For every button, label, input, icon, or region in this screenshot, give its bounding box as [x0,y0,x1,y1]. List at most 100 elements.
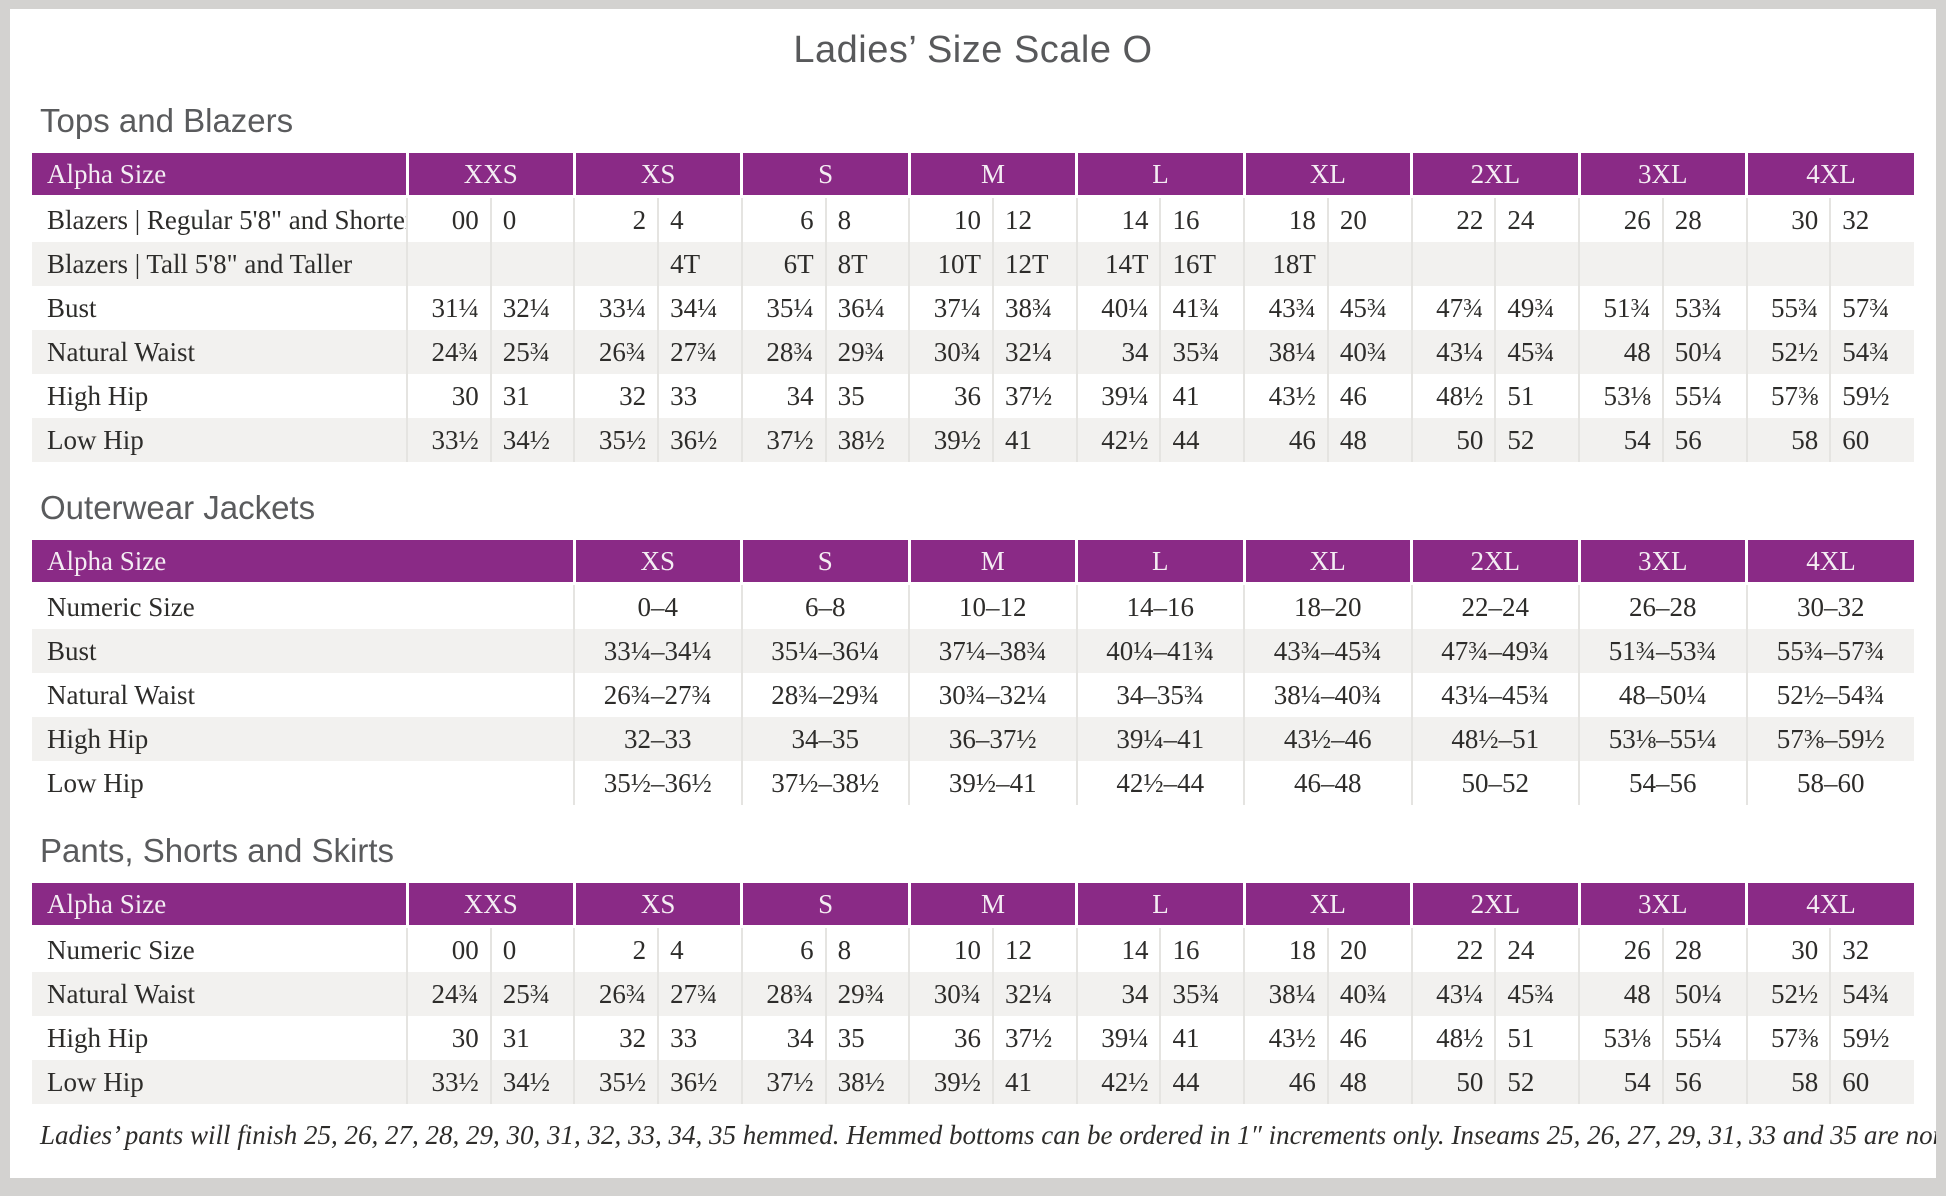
row-label: Bust [47,292,97,323]
size-cell: 16 [1159,926,1245,972]
table-row-low-hip: Low Hip 35½–36½ 37½–38½ 39½–41 42½–44 46–48 50… [32,761,1914,805]
size-cell [1829,242,1914,286]
row-label: High Hip [47,723,149,754]
size-cell: 43½ [1243,1016,1328,1060]
size-header-l: L [1075,540,1244,585]
size-cell: 39½–41 [908,761,1077,805]
size-table-tops-and-blazers: Alpha Size XXS XS S M L XL 2XL 3XL 4XL Blazers | R… [32,153,1914,462]
size-cell: 22 [1410,926,1496,972]
size-cell: 38¼ [1243,972,1328,1016]
size-header-4xl: 4XL [1745,540,1914,585]
size-cell: 33½ [406,1060,491,1104]
size-cell: 52½ [1745,972,1831,1016]
size-cell: 50–52 [1410,761,1579,805]
size-cell: 6T [740,242,826,286]
size-cell: 32–33 [573,717,742,761]
size-cell [1494,242,1580,286]
size-cell: 24¾ [406,330,491,374]
size-cell: 52½–54¾ [1745,673,1914,717]
table-row-high-hip: High Hip 30 31 32 33 34 35 36 37½ 39¼ 41 43½ 46 48½ 51… [32,374,1914,418]
size-cell: 36½ [657,418,742,462]
size-cell: 47¾ [1410,286,1496,330]
size-cell: 48 [1578,972,1663,1016]
table-row-numeric-size: Numeric Size 00 0 2 4 6 8 10 12 14 16 18 20 22 24 26 28 3… [32,926,1914,972]
size-cell: 40¾ [1326,330,1412,374]
alpha-size-header: Alpha Size [32,540,574,585]
size-cell: 26–28 [1578,583,1747,629]
size-header-3xl: 3XL [1577,153,1747,198]
size-cell: 37½ [992,374,1077,418]
size-cell: 50 [1410,418,1496,462]
size-cell: 00 [406,926,491,972]
size-cell [1578,242,1663,286]
size-cell: 43¼ [1410,972,1496,1016]
size-cell: 38½ [824,1060,910,1104]
size-header-l: L [1075,883,1245,928]
table-row-high-hip: High Hip 30 31 32 33 34 35 36 37½ 39¼ 41 43½ 46 48½ 51… [32,1016,1914,1060]
size-cell: 14–16 [1075,583,1244,629]
size-cell: 32¼ [992,330,1077,374]
size-cell: 51 [1494,374,1580,418]
size-header-2xl: 2XL [1410,153,1580,198]
size-cell: 34 [1075,330,1161,374]
size-cell: 2 [573,926,659,972]
size-cell: 31¼ [406,286,491,330]
size-cell: 35½–36½ [573,761,742,805]
size-cell: 57⅜ [1745,374,1831,418]
size-cell: 35¾ [1159,330,1245,374]
size-cell: 54 [1578,1060,1663,1104]
size-cell: 39½ [908,1060,994,1104]
size-header-xs: XS [572,153,742,198]
size-cell: 10 [908,926,994,972]
row-label: Low Hip [47,1066,144,1097]
size-cell: 14T [1075,242,1161,286]
size-cell: 39½ [908,418,994,462]
size-header-xl: XL [1242,883,1412,928]
size-table-outerwear-jackets: Alpha Size XS S M L XL 2XL 3XL 4XL Numeric Size 0–… [32,540,1914,805]
size-cell: 26¾ [573,330,659,374]
size-cell: 53⅛ [1578,374,1663,418]
size-cell: 6 [740,196,826,242]
size-cell: 22–24 [1410,583,1579,629]
size-cell: 58 [1745,1060,1831,1104]
size-cell: 48 [1578,330,1663,374]
size-cell: 48 [1326,1060,1412,1104]
size-cell: 59½ [1829,1016,1914,1060]
header-row: Alpha Size XS S M L XL 2XL 3XL 4XL [32,540,1914,585]
size-cell: 46 [1243,418,1328,462]
size-header-xl: XL [1242,540,1412,585]
size-header-2xl: 2XL [1410,883,1580,928]
size-cell: 35 [824,1016,910,1060]
size-header-s: S [740,153,910,198]
size-cell: 30¾ [908,330,994,374]
size-cell: 6–8 [740,583,909,629]
size-cell: 42½ [1075,1060,1161,1104]
size-cell: 37¼ [908,286,994,330]
size-cell: 46–48 [1243,761,1412,805]
size-cell: 4 [657,196,742,242]
size-cell: 41 [1159,374,1245,418]
size-cell: 31 [489,374,575,418]
row-label: Blazers | Tall 5'8" and Taller [47,248,353,279]
size-cell: 32 [1829,196,1914,242]
alpha-size-header: Alpha Size [32,883,407,928]
tables-container: Tops and Blazers Alpha Size XXS XS S M L XL 2XL 3… [32,102,1914,1104]
size-cell: 39¼–41 [1075,717,1244,761]
section-heading-pants-shorts-and-skirts: Pants, Shorts and Skirts [40,832,394,869]
size-cell [573,242,659,286]
row-label: Numeric Size [47,591,195,622]
size-cell: 52½ [1745,330,1831,374]
size-cell: 43½ [1243,374,1328,418]
size-cell: 18T [1243,242,1328,286]
size-cell: 26 [1578,196,1663,242]
table-row-blazers-regular-5-8-and-shorter: Blazers | Regular 5'8" and Shorter 00 0 2 4 6… [32,196,1914,242]
size-cell: 52 [1494,418,1580,462]
table-row-numeric-size: Numeric Size 0–4 6–8 10–12 14–16 18–20 22–24 26… [32,583,1914,629]
size-cell: 36¼ [824,286,910,330]
size-cell: 32 [573,1016,659,1060]
size-cell: 8 [824,926,910,972]
size-cell: 45¾ [1494,330,1580,374]
size-cell: 22 [1410,196,1496,242]
size-cell: 38¼ [1243,330,1328,374]
size-header-xl: XL [1242,153,1412,198]
